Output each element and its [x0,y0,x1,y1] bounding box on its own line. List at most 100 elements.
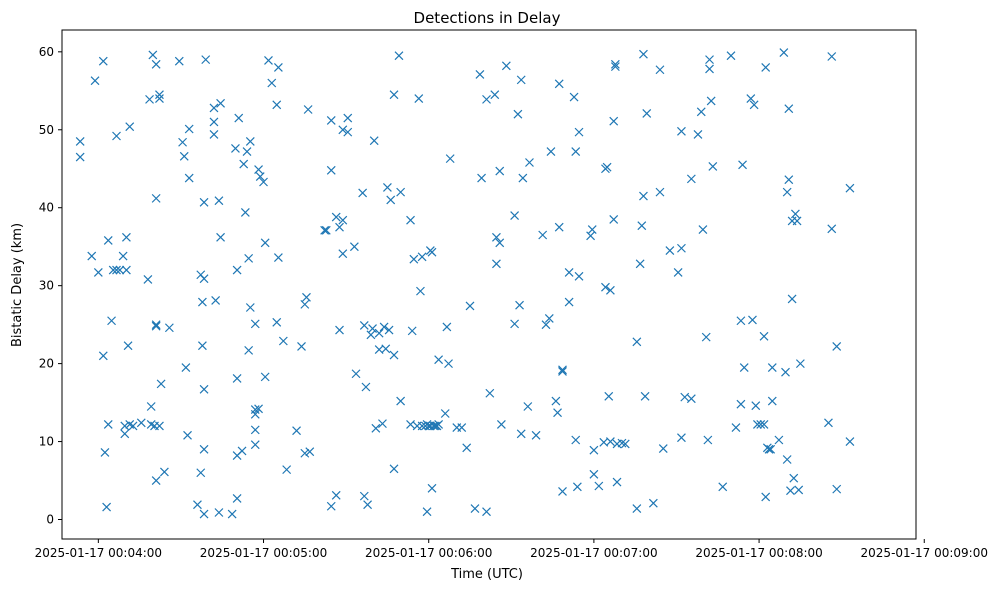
data-point [379,322,389,332]
data-point [335,325,344,335]
data-point [639,191,648,201]
data-point [359,320,369,330]
data-point [792,216,802,226]
data-point [477,173,486,183]
data-point [795,359,805,369]
data-point [407,326,417,336]
data-point [501,61,511,71]
data-point [234,113,244,123]
data-point [677,126,686,136]
data-point [789,473,799,483]
data-point [155,94,164,104]
data-point [232,374,242,383]
data-point [326,115,336,125]
data-point [143,275,153,284]
data-point [121,232,131,242]
data-point [594,481,604,491]
x-tick-label: 2025-01-17 00:06:00 [365,546,492,560]
data-point [93,267,103,277]
data-point [604,391,614,401]
data-point [708,161,718,171]
data-point [183,430,192,440]
data-point [303,105,313,114]
data-point [112,265,121,275]
data-point [605,285,615,295]
x-axis-label: Time (UTC) [450,567,523,582]
data-point [107,316,116,326]
data-point [462,443,472,453]
data-point [482,94,491,104]
data-point [100,448,110,457]
data-point [178,137,188,147]
y-tick-label: 50 [39,123,54,137]
data-point [250,425,260,435]
data-point [250,319,260,329]
data-point [214,196,224,206]
data-point [155,421,164,431]
data-point [731,423,741,432]
data-point [564,267,574,277]
data-point [665,246,675,256]
x-tick-label: 2025-01-17 00:09:00 [861,546,988,560]
data-point [155,90,164,100]
data-point [378,419,387,429]
data-point [612,477,622,487]
data-point [151,59,161,69]
data-point [827,52,837,61]
data-point [371,423,381,433]
data-point [209,117,219,127]
data-point [232,494,242,503]
data-point [617,438,627,448]
data-point [429,421,439,431]
data-point [326,165,336,175]
data-point [272,100,282,110]
data-point [120,421,130,431]
data-point [184,124,194,134]
data-point [518,173,528,183]
data-point [260,238,270,248]
data-point [422,507,432,517]
data-point [586,231,596,241]
data-point [571,147,581,157]
data-point [635,259,645,269]
data-point [384,325,394,335]
data-point [232,265,242,275]
y-tick-label: 30 [39,279,54,293]
data-point [589,445,599,455]
y-tick-label: 60 [39,45,54,59]
data-point [457,423,467,432]
data-point [267,78,277,88]
data-point [151,321,161,331]
data-point [698,225,708,234]
data-point [602,162,612,172]
data-point [718,482,728,492]
data-point [260,372,270,382]
x-tick-label: 2025-01-17 00:07:00 [530,546,657,560]
data-point [264,55,273,65]
data-point [574,271,584,281]
data-point [108,265,118,275]
y-tick-label: 10 [39,435,54,449]
data-point [706,96,716,106]
data-point [648,498,658,508]
data-point [90,76,100,86]
data-point [244,345,254,355]
data-point [601,282,610,292]
data-point [389,464,399,474]
data-point [748,315,757,325]
data-point [386,195,396,205]
data-point [231,144,240,153]
x-tick-label: 2025-01-17 00:05:00 [200,546,327,560]
data-point [250,440,260,450]
data-point [766,444,776,454]
data-point [589,469,599,479]
data-point [297,342,306,351]
data-point [179,151,189,161]
data-point [136,418,146,428]
plot-frame [61,29,917,540]
data-point [209,130,219,139]
data-point [406,215,415,225]
data-point [159,467,169,477]
data-point [516,429,526,439]
data-point [75,137,85,146]
